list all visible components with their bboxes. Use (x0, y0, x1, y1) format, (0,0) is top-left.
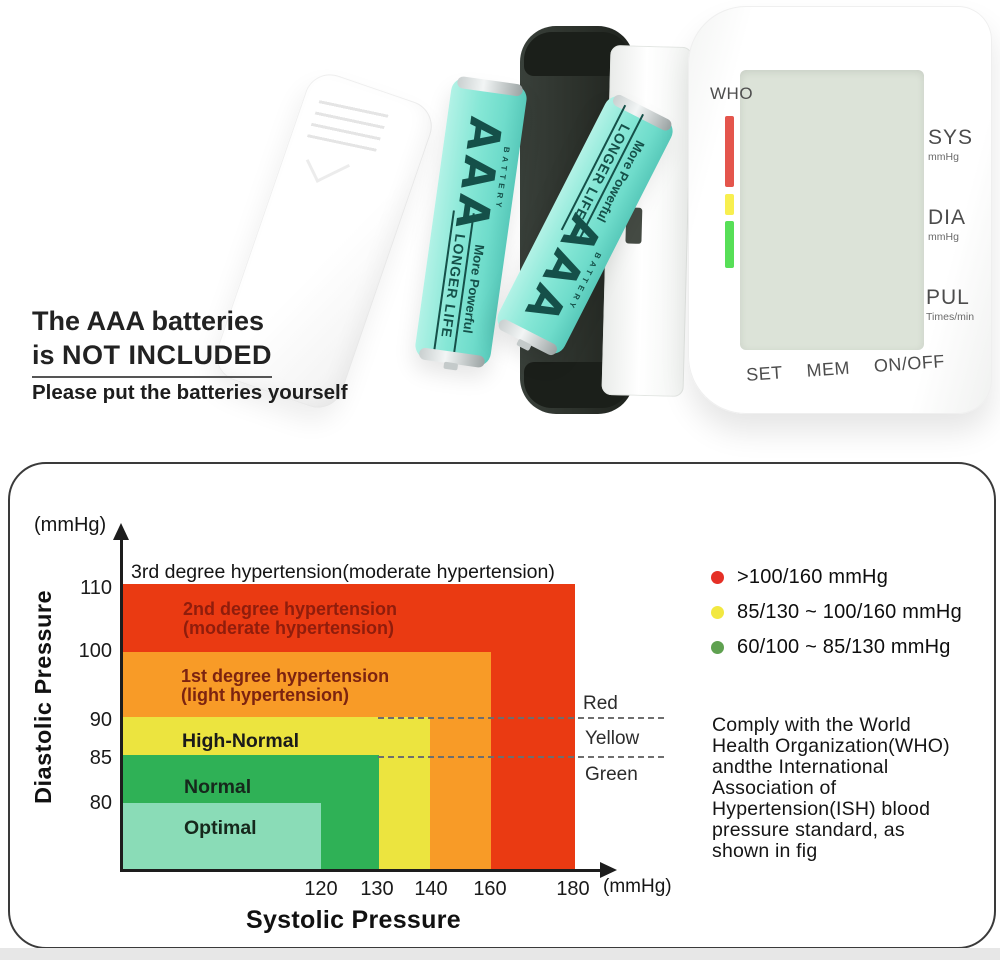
indicator-bar-yellow (725, 194, 734, 215)
compliance-note: Comply with the World Health Organizatio… (712, 714, 950, 862)
y-tick-80: 80 (89, 792, 112, 814)
mem-button-label: MEM (805, 357, 851, 381)
x-axis (120, 869, 602, 872)
sys-unit: mmHg (928, 151, 959, 163)
grip-ridges (306, 93, 391, 152)
note-line2-bold: NOT INCLUDED (62, 340, 273, 370)
note-line2-prefix: is (32, 340, 63, 370)
bottom-strip (0, 948, 1000, 960)
legend-dot-red (711, 571, 724, 584)
pul-label: PUL (926, 286, 970, 309)
color-key-green: Green (585, 764, 638, 785)
bp-monitor: WHO SYS mmHg DIA mmHg PUL Times/min SET … (688, 6, 992, 414)
sys-label: SYS (928, 126, 974, 149)
y-tick-90: 90 (89, 709, 112, 731)
batteries-note-line3: Please put the batteries yourself (32, 381, 348, 404)
x-tick-180: 180 (556, 878, 590, 900)
legend-dot-yellow (711, 606, 724, 619)
legend-label-green: 60/100 ~ 85/130 mmHg (737, 636, 951, 658)
zone-label-1st-degree: 1st degree hypertension (light hypertens… (181, 666, 390, 705)
x-tick-120: 120 (304, 878, 338, 900)
x-tick-160: 160 (473, 878, 507, 900)
indicator-bar-green (725, 221, 734, 268)
legend-dot-green (711, 641, 724, 654)
zone-optimal (123, 803, 321, 869)
legend-label-yellow: 85/130 ~ 100/160 mmHg (737, 601, 962, 623)
zone-label-3rd-degree: 3rd degree hypertension(moderate hyperte… (131, 561, 555, 583)
cover-notch (305, 144, 351, 183)
indicator-bar-red (725, 116, 734, 187)
lcd-screen (740, 70, 924, 350)
device-buttons: SET MEM ON/OFF (746, 351, 946, 386)
pul-unit: Times/min (926, 311, 975, 323)
readout-pul: PUL Times/min (926, 286, 974, 323)
y-axis-title: Diastolic Pressure (30, 589, 56, 805)
batteries-note-line2: is NOT INCLUDED (32, 340, 273, 378)
zone-label-normal: Normal (184, 776, 252, 798)
y-tick-100: 100 (78, 640, 112, 662)
who-label: WHO (710, 84, 754, 103)
color-key-yellow: Yellow (585, 728, 640, 749)
battery-cap (456, 75, 524, 97)
dia-unit: mmHg (928, 231, 959, 243)
x-tick-140: 140 (414, 878, 448, 900)
y-axis (120, 540, 123, 872)
battery-taglines: More Powerful LONGER LIFE (432, 210, 491, 364)
batteries-note-line1: The AAA batteries (32, 306, 265, 336)
x-axis-unit: (mmHg) (603, 876, 672, 897)
y-tick-110: 110 (80, 577, 112, 599)
x-tick-130: 130 (360, 878, 394, 900)
y-tick-85: 85 (89, 747, 112, 769)
zone-label-optimal: Optimal (184, 817, 257, 839)
x-axis-title: Systolic Pressure (246, 906, 461, 934)
onoff-button-label: ON/OFF (873, 351, 946, 376)
zone-label-2nd-degree: 2nd degree hypertension (moderate hypert… (183, 599, 398, 638)
y-axis-unit: (mmHg) (34, 514, 107, 536)
set-button-label: SET (745, 362, 784, 385)
color-key-red: Red (583, 693, 618, 714)
y-axis-arrow (112, 523, 129, 540)
legend-label-red: >100/160 mmHg (737, 566, 889, 588)
dashed-threshold-line-90 (378, 717, 664, 719)
zone-label-high-normal: High-Normal (182, 730, 299, 752)
dashed-threshold-line-85 (378, 756, 664, 758)
readout-dia: DIA mmHg (928, 206, 966, 243)
dia-label: DIA (928, 206, 967, 229)
x-axis-arrow (600, 862, 617, 878)
readout-sys: SYS mmHg (928, 126, 973, 163)
